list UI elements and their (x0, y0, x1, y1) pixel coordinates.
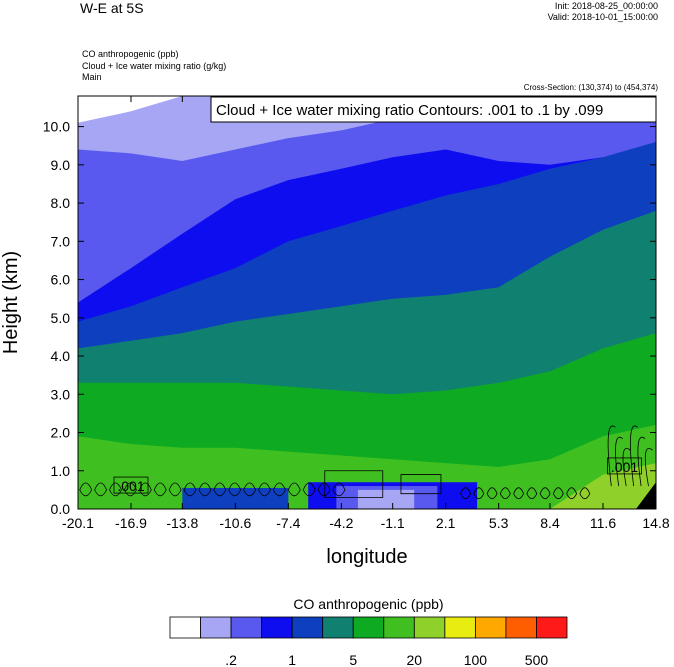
axes: -20.1 -16.9 -13.8 -10.6 -7.4 -4.2 -1.1 2.1 5.3 8.… (0, 96, 670, 568)
x-tick-label-9: 8.4 (540, 515, 560, 531)
x-tick-label-3: -10.6 (219, 515, 251, 531)
y-tick-label-3: 3.0 (51, 386, 71, 402)
filled-contours (78, 96, 656, 509)
x-tick-label-2: -13.8 (166, 515, 198, 531)
x-tick-label-11: 14.8 (642, 515, 669, 531)
colorbar-swatch-10 (474, 616, 507, 639)
colorbar-swatch-9 (444, 616, 476, 639)
terrain-patch (636, 482, 656, 509)
y-tick-label-1: 1.0 (51, 463, 71, 479)
plot-frame (77, 95, 657, 510)
x-tick-label-7: 2.1 (436, 515, 456, 531)
y-tick-label-2: 2.0 (51, 425, 71, 441)
field-label-main: Main (82, 72, 102, 82)
colorbar-swatch-3 (261, 616, 293, 639)
colorbar-swatch-7 (383, 616, 415, 639)
contour-annotation: Cloud + Ice water mixing ratio Contours:… (216, 102, 603, 119)
x-tick-label-1: -16.9 (115, 515, 147, 531)
y-tick-label-8: 8.0 (51, 195, 71, 211)
colorbar-label-1: 1 (288, 652, 296, 667)
colorbar-label-4: 100 (464, 652, 488, 667)
x-tick-label-6: -1.1 (381, 515, 405, 531)
colorbar-swatch-8 (413, 616, 446, 639)
x-tick-label-10: 11.6 (590, 515, 616, 531)
colorbar-label-5: 500 (525, 652, 549, 667)
valid-time: Valid: 2018-10-01_15:00:00 (547, 12, 658, 22)
contour-label-box-1 (113, 476, 149, 494)
plot-title: W-E at 5S (80, 0, 144, 16)
colorbar-swatch-4 (291, 616, 324, 639)
x-tick-label-5: -4.2 (329, 515, 353, 531)
colorbar-label-3: 20 (407, 652, 423, 667)
x-tick-label-8: 5.3 (489, 515, 509, 531)
colorbar-swatch-5 (322, 616, 354, 639)
cross-section-label: Cross-Section: (130,374) to (454,374) (523, 83, 658, 92)
colorbar-swatch-6 (352, 616, 385, 639)
colorbar-label-0: .2 (225, 652, 237, 667)
x-axis-label: longitude (326, 546, 407, 568)
field-label-co: CO anthropogenic (ppb) (82, 49, 179, 59)
colorbar-swatch-12 (536, 616, 568, 639)
y-axis-label: Height (km) (0, 251, 22, 354)
colorbar-swatch-1 (200, 616, 232, 639)
y-tick-label-9: 9.0 (51, 157, 71, 173)
y-tick-label-4: 4.0 (51, 348, 71, 364)
y-tick-label-5: 5.0 (51, 310, 71, 326)
surface-band-4 (357, 489, 415, 509)
field-label-cloud: Cloud + Ice water mixing ratio (g/kg) (82, 61, 227, 71)
contour-label-1: .001 (117, 478, 144, 494)
cloud-contour-surface (79, 470, 591, 500)
cloud-contours: .001 .001 (79, 425, 656, 509)
y-tick-label-7: 7.0 (51, 233, 71, 249)
x-tick-label-4: -7.4 (276, 515, 300, 531)
colorbar-label-2: 5 (349, 652, 357, 667)
x-tick-label-0: -20.1 (62, 515, 94, 531)
contour-annotation-box: Cloud + Ice water mixing ratio Contours:… (210, 96, 657, 123)
y-tick-label-6: 6.0 (51, 272, 71, 288)
colorbar-title: CO anthropogenic (ppb) (293, 596, 443, 612)
cloud-contour-east (607, 425, 653, 487)
colorbar-swatch-11 (505, 616, 537, 639)
y-tick-label-10: 10.0 (43, 119, 70, 135)
colorbar-swatch-0 (169, 616, 201, 639)
colorbar-swatch-2 (230, 616, 263, 639)
field-layer-8 (78, 463, 656, 509)
colorbar: CO anthropogenic (ppb) .2 1 5 20 100 500 (169, 596, 568, 667)
contour-label-box-2 (607, 457, 642, 475)
init-time: Init: 2018-08-25_00:00:00 (554, 1, 658, 11)
contour-label-2: .001 (611, 459, 638, 475)
y-tick-label-0: 0.0 (51, 501, 71, 517)
